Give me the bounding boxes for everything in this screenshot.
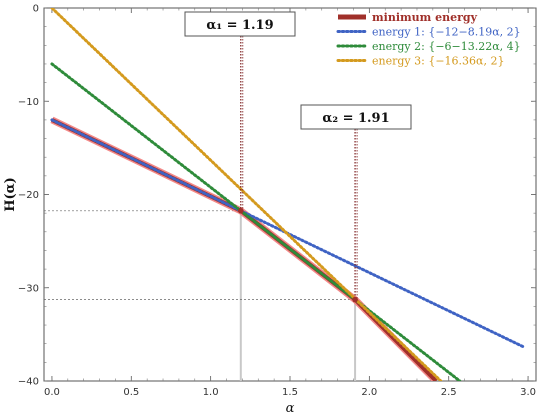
series-line-energy-2 (50, 62, 462, 381)
series-line-minimum-energy (51, 118, 438, 381)
annotation-label: α₂ = 1.91 (322, 111, 389, 126)
plot-area: 0.0 0.5 1.0 1.5 2.0 2.5 3.0 0 −10 −20 −30 −40 α H(α) α… (3, 4, 537, 416)
series-line-halo (50, 116, 439, 381)
y-tick-label: −20 (18, 190, 39, 201)
x-tick-label: 2.0 (361, 387, 377, 398)
annotation-box (184, 11, 296, 37)
series-line-energy-3 (50, 8, 443, 381)
x-tick-label: 1.5 (282, 387, 298, 398)
legend-label: energy 3: {−16.36α, 2} (372, 55, 504, 68)
legend-label: minimum energy (372, 11, 478, 24)
annotation-label: α₁ = 1.19 (206, 18, 273, 33)
annotation-marker (238, 208, 244, 214)
annotation-marker (352, 296, 358, 303)
y-tick-label: −10 (18, 97, 39, 108)
y-axis-title: H(α) (3, 177, 18, 212)
x-tick-label: 0.5 (123, 387, 139, 398)
x-tick-label: 1.0 (203, 387, 219, 398)
x-tick-label: 3.0 (520, 387, 536, 398)
annotation-box (300, 104, 412, 130)
legend-label: energy 1: {−12−8.19α, 2} (372, 26, 521, 39)
y-tick-label: −30 (18, 283, 39, 294)
y-tick-label: 0 (33, 4, 39, 15)
x-tick-label: 0.0 (44, 387, 60, 398)
legend-label: energy 2: {−6−13.22α, 4} (372, 40, 521, 53)
x-axis-title: α (286, 401, 295, 416)
x-tick-label: 2.5 (441, 387, 457, 398)
y-tick-label: −40 (18, 377, 39, 388)
